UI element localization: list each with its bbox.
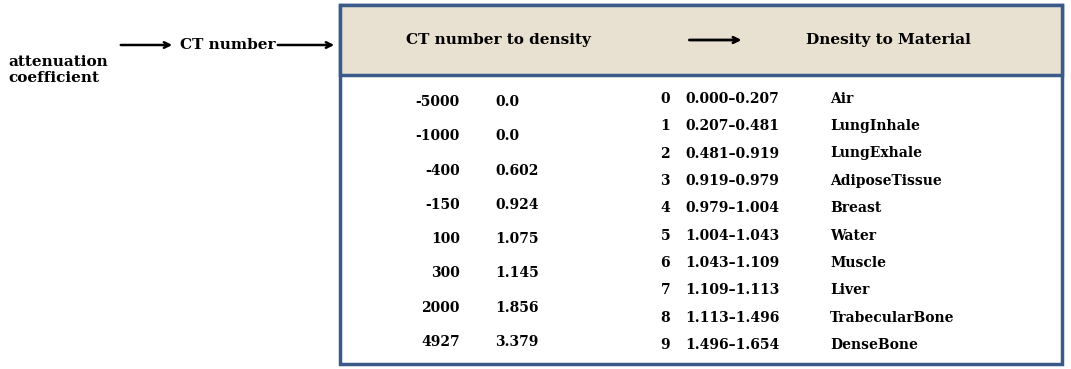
Text: 0.919–0.979: 0.919–0.979	[685, 174, 779, 188]
Text: attenuation
coefficient: attenuation coefficient	[7, 55, 108, 85]
Text: 2000: 2000	[422, 301, 461, 315]
Text: 0.924: 0.924	[495, 198, 539, 212]
Text: 9: 9	[661, 338, 670, 352]
Text: 1.043–1.109: 1.043–1.109	[685, 256, 780, 270]
Text: Breast: Breast	[830, 201, 881, 215]
Text: 100: 100	[431, 232, 461, 246]
Text: 2: 2	[661, 146, 670, 161]
Text: Air: Air	[830, 92, 854, 106]
Text: 0.481–0.919: 0.481–0.919	[685, 146, 779, 161]
Text: Water: Water	[830, 229, 876, 243]
Text: CT number to density: CT number to density	[406, 33, 591, 47]
Text: 3.379: 3.379	[495, 335, 539, 349]
Text: 4: 4	[660, 201, 670, 215]
Text: 1: 1	[660, 119, 670, 133]
Text: 0.0: 0.0	[495, 130, 519, 144]
Text: 1.075: 1.075	[495, 232, 539, 246]
Text: 1.113–1.496: 1.113–1.496	[685, 311, 780, 325]
Text: 1.109–1.113: 1.109–1.113	[685, 283, 780, 297]
Text: LungExhale: LungExhale	[830, 146, 922, 161]
Text: Dnesity to Material: Dnesity to Material	[806, 33, 971, 47]
Bar	[340, 5, 1062, 364]
Text: CT number: CT number	[180, 38, 275, 52]
Text: LungInhale: LungInhale	[830, 119, 920, 133]
Text: AdiposeT​issue: AdiposeT​issue	[830, 174, 941, 188]
Text: 7: 7	[661, 283, 670, 297]
Text: Muscle: Muscle	[830, 256, 886, 270]
Text: 300: 300	[432, 266, 461, 280]
Text: 0: 0	[661, 92, 670, 106]
Text: 3: 3	[661, 174, 670, 188]
Text: 1.004–1.043: 1.004–1.043	[685, 229, 780, 243]
Text: 5: 5	[661, 229, 670, 243]
Bar	[340, 5, 1062, 75]
Text: 0.000–0.207: 0.000–0.207	[685, 92, 779, 106]
Text: 0.979–1.004: 0.979–1.004	[685, 201, 779, 215]
Text: -150: -150	[425, 198, 461, 212]
Text: TrabecularBone: TrabecularBone	[830, 311, 954, 325]
Text: -5000: -5000	[416, 95, 461, 109]
Text: 1.145: 1.145	[495, 266, 539, 280]
Text: -1000: -1000	[416, 130, 461, 144]
Text: Liver: Liver	[830, 283, 870, 297]
Text: 1.496–1.654: 1.496–1.654	[685, 338, 780, 352]
Text: DenseBone: DenseBone	[830, 338, 918, 352]
Text: 1.856: 1.856	[495, 301, 539, 315]
Text: 6: 6	[661, 256, 670, 270]
Text: 0.0: 0.0	[495, 95, 519, 109]
Text: 4927: 4927	[421, 335, 461, 349]
Text: 0.602: 0.602	[495, 163, 539, 177]
Text: 0.207–0.481: 0.207–0.481	[685, 119, 779, 133]
Text: 8: 8	[661, 311, 670, 325]
Text: -400: -400	[425, 163, 461, 177]
